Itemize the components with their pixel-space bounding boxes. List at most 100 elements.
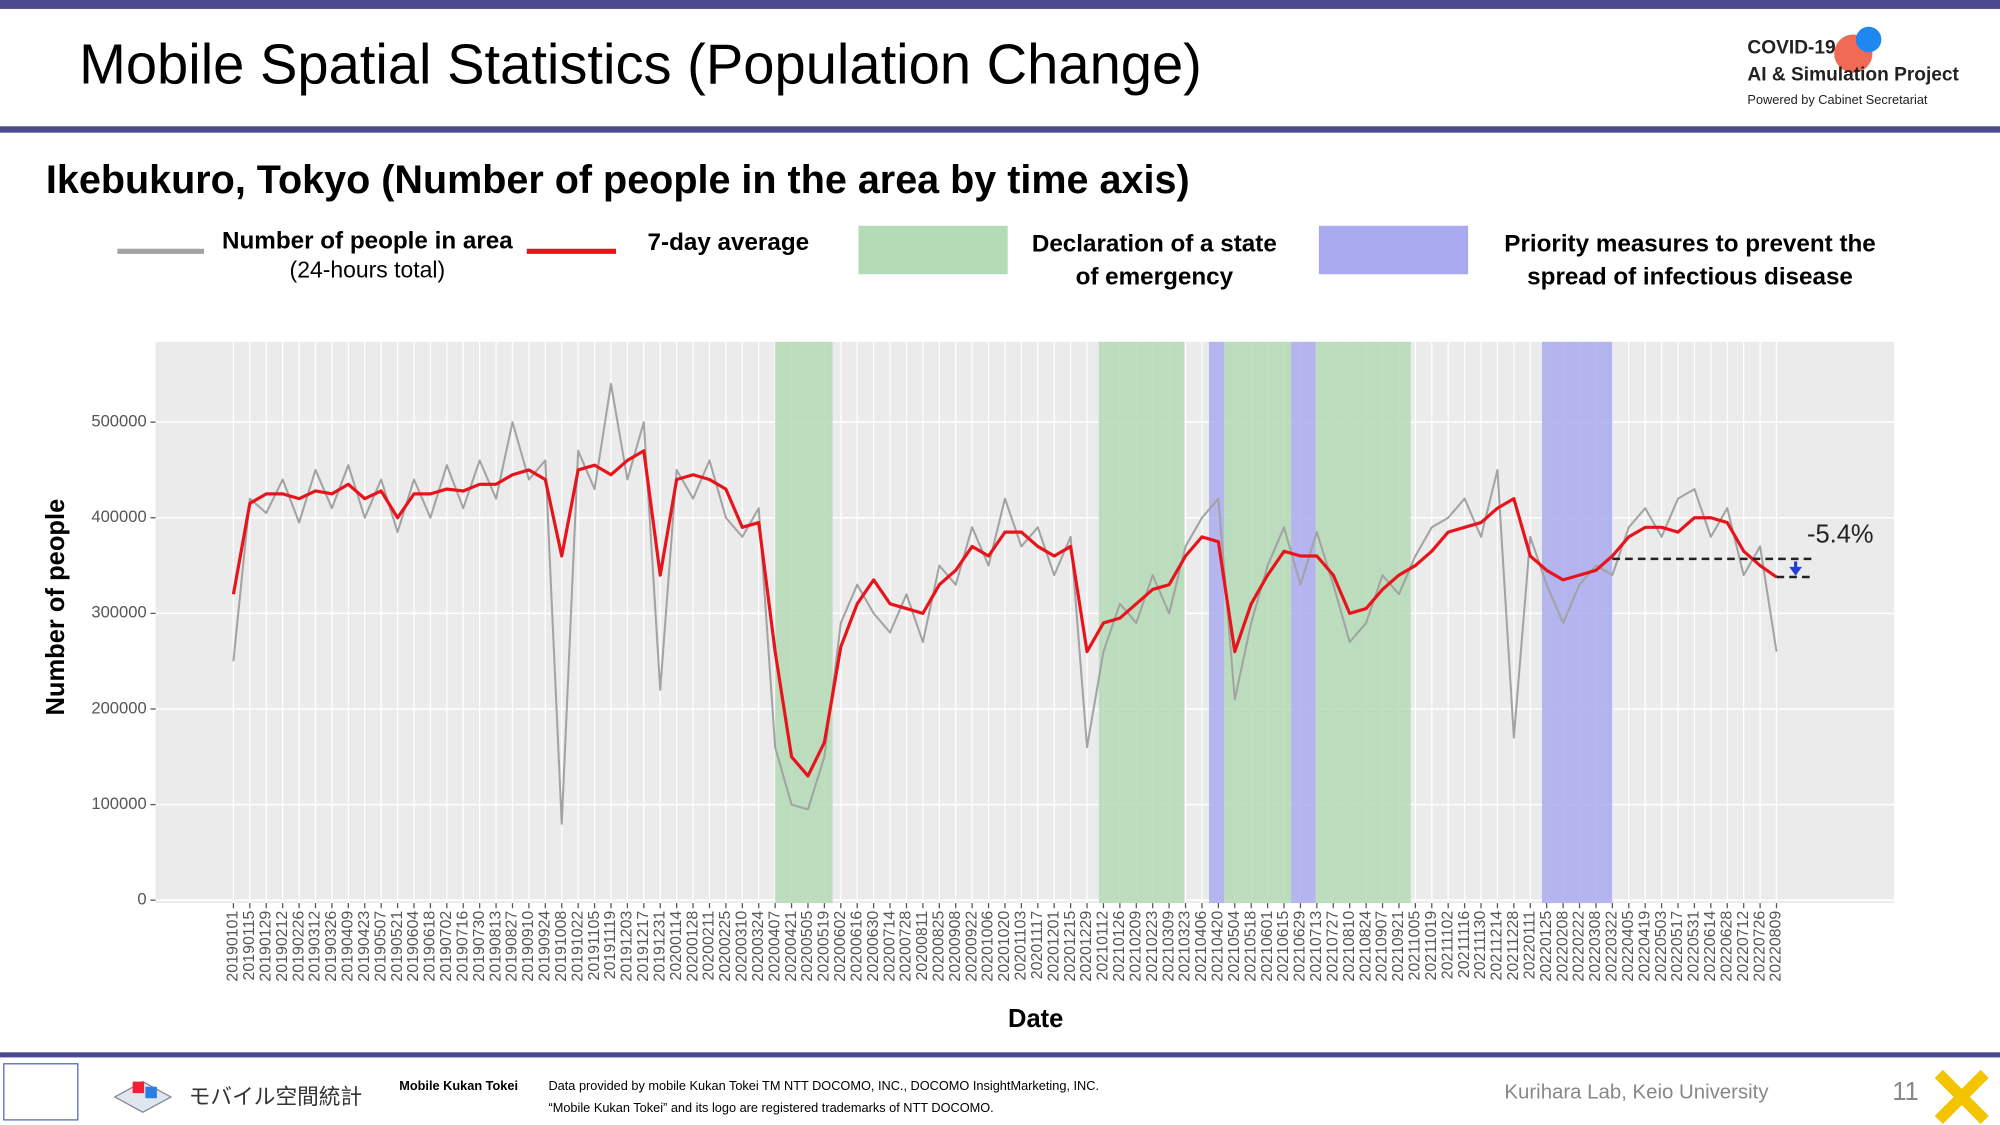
x-tick-label: 20220712 xyxy=(1735,911,1752,982)
x-tick-label: 20211228 xyxy=(1505,911,1522,981)
x-tick-label: 20190226 xyxy=(290,911,307,982)
x-tick-label: 20200825 xyxy=(931,911,948,982)
x-tick-label: 20211005 xyxy=(1407,911,1424,981)
x-tick-label: 20190827 xyxy=(504,911,521,982)
plot-area xyxy=(155,341,1895,904)
x-tick-label: 20200114 xyxy=(668,911,685,981)
x-tick-label: 20210504 xyxy=(1226,911,1243,982)
x-tick-label: 20200407 xyxy=(766,911,783,982)
x-tick-label: 20191217 xyxy=(635,911,652,982)
x-tick-label: 20220208 xyxy=(1554,911,1571,982)
x-tick-label: 20200310 xyxy=(734,911,751,982)
chart: 20190101 20190115 20190129 20190212 20190226… xyxy=(42,225,1895,1033)
brand-x xyxy=(1934,1069,1989,1124)
x-tick-label: 20210518 xyxy=(1242,911,1259,982)
legend-label: Priority measures to prevent the xyxy=(1504,230,1875,257)
x-tick-label: 20210209 xyxy=(1127,911,1144,982)
footer-rule xyxy=(0,1052,2000,1058)
change-arrow-head xyxy=(1789,566,1803,576)
x-tick-label: 20191022 xyxy=(569,911,586,982)
x-tick-label: 20220419 xyxy=(1636,911,1653,982)
x-tick-label: 20190910 xyxy=(520,911,537,982)
lab-logo xyxy=(3,1063,79,1121)
x-tick-label: 20190409 xyxy=(340,911,357,982)
emergency-period xyxy=(1224,341,1292,904)
x-tick-label: 20190924 xyxy=(537,911,554,982)
x-tick-label: 20210420 xyxy=(1210,911,1227,982)
x-tick-label: 20201103 xyxy=(1013,911,1030,981)
x-tick-label: 20201020 xyxy=(996,911,1013,982)
logo-text: Powered by Cabinet Secretariat xyxy=(1747,92,1927,107)
x-tick-label: 20190507 xyxy=(372,911,389,982)
x-tick-label: 20200811 xyxy=(914,911,931,981)
x-tick-label: 20210601 xyxy=(1259,911,1276,982)
x-tick-label: 20201229 xyxy=(1078,911,1095,982)
x-tick-label: 20190326 xyxy=(323,911,340,982)
x-tick-label: 20190101 xyxy=(225,911,242,982)
y-tick-label: 300000 xyxy=(91,603,146,622)
footer-brand-en: Mobile Kukan Tokei xyxy=(399,1078,518,1093)
x-tick-label: 20200128 xyxy=(684,911,701,982)
x-tick-label: 20210713 xyxy=(1308,911,1325,982)
footer-brand: モバイル空間統計 xyxy=(189,1084,362,1109)
priority-period xyxy=(1541,341,1613,904)
emergency-period xyxy=(1098,341,1185,904)
x-tick-label: 20201201 xyxy=(1045,911,1062,982)
logo-text: COVID-19 xyxy=(1747,38,1835,59)
x-axis-label: Date xyxy=(1008,1005,1063,1033)
legend-label: of emergency xyxy=(1076,263,1234,290)
y-tick-label: 400000 xyxy=(91,507,146,526)
footer-credit: Kurihara Lab, Keio University xyxy=(1504,1082,1769,1104)
x-tick-label: 20220308 xyxy=(1587,911,1604,982)
top-bar xyxy=(0,0,2000,9)
priority-period xyxy=(1291,341,1316,904)
x-tick-label: 20190423 xyxy=(356,911,373,982)
x-tick-label: 20190618 xyxy=(422,911,439,982)
x-tick-label: 20210615 xyxy=(1275,911,1292,982)
x-tick-label: 20211214 xyxy=(1489,911,1506,981)
x-tick-label: 20210907 xyxy=(1374,911,1391,982)
x-tick-label: 20190212 xyxy=(274,911,291,982)
x-tick-label: 20200225 xyxy=(717,911,734,982)
x-tick-label: 20220614 xyxy=(1702,911,1719,982)
x-tick-label: 20200602 xyxy=(832,911,849,982)
brand-logo xyxy=(145,1086,157,1099)
logo-text: AI & Simulation Project xyxy=(1747,64,1959,85)
brand-logo xyxy=(132,1081,145,1094)
x-tick-label: 20211102 xyxy=(1439,911,1456,980)
page-number: 11 xyxy=(1892,1078,1918,1106)
logo-dot xyxy=(1855,26,1882,53)
x-tick-label: 20220726 xyxy=(1751,911,1768,982)
legend-label: 7-day average xyxy=(648,229,810,256)
y-tick-label: 0 xyxy=(137,890,146,909)
x-tick-label: 20220809 xyxy=(1768,911,1785,982)
x-tick-label: 20191231 xyxy=(651,911,668,982)
legend-label: spread of infectious disease xyxy=(1527,263,1853,290)
x-tick-label: 20210406 xyxy=(1193,911,1210,982)
x-tick-label: 20200728 xyxy=(898,911,915,982)
x-tick-label: 20190115 xyxy=(241,911,258,981)
x-tick-label: 20200922 xyxy=(963,911,980,982)
x-tick-label: 20190312 xyxy=(307,911,324,982)
y-axis-label: Number of people xyxy=(42,499,70,716)
x-tick-label: 20220517 xyxy=(1669,911,1686,982)
x-tick-label: 20211019 xyxy=(1423,911,1440,981)
priority-period xyxy=(1208,341,1225,904)
x-tick-label: 20200505 xyxy=(799,911,816,982)
x-tick-label: 20210810 xyxy=(1341,911,1358,982)
annotation: -5.4% xyxy=(1807,521,1874,549)
x-tick-label: 20190702 xyxy=(438,911,455,982)
emergency-period xyxy=(775,341,833,904)
x-tick-label: 20210727 xyxy=(1324,911,1341,982)
x-tick-label: 20210223 xyxy=(1144,911,1161,982)
x-tick-label: 20210629 xyxy=(1292,911,1309,982)
y-tick-label: 200000 xyxy=(91,698,146,717)
x-tick-label: 20211116 xyxy=(1456,911,1473,978)
y-tick-label: 500000 xyxy=(91,412,146,431)
x-tick-label: 20201215 xyxy=(1062,911,1079,982)
x-tick-label: 20210323 xyxy=(1177,911,1194,982)
x-tick-label: 20220628 xyxy=(1718,911,1735,982)
x-tick-label: 20190521 xyxy=(389,911,406,982)
x-tick-label: 20191203 xyxy=(619,911,636,982)
